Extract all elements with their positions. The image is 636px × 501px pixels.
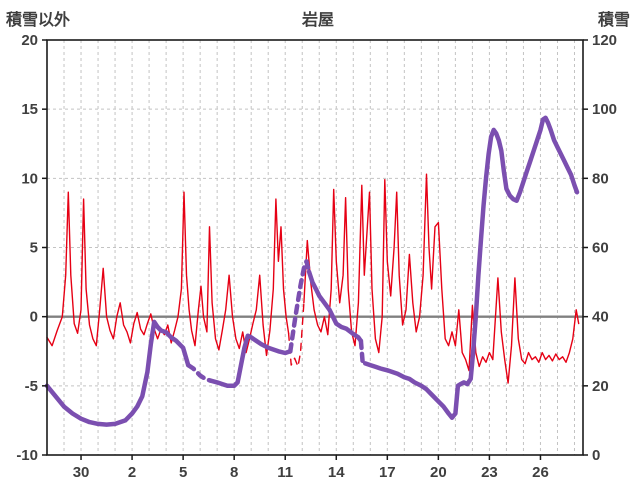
series-line-1 bbox=[208, 333, 293, 389]
right-tick-label: 80 bbox=[592, 170, 609, 187]
series-line-1 bbox=[358, 338, 368, 366]
series-line-1 bbox=[362, 115, 580, 420]
x-tick-label: 11 bbox=[277, 464, 293, 481]
series-line-0 bbox=[303, 173, 580, 384]
left-tick-label: 20 bbox=[21, 32, 38, 49]
x-tick-label: 23 bbox=[481, 464, 498, 481]
right-tick-label: 20 bbox=[592, 378, 609, 395]
chart-title: 岩屋 bbox=[301, 12, 334, 29]
series-line-0 bbox=[287, 302, 305, 368]
series-line-1 bbox=[185, 362, 213, 383]
x-tick-label: 17 bbox=[379, 464, 396, 481]
series-line-0 bbox=[46, 191, 290, 357]
left-tick-label: 15 bbox=[21, 101, 38, 118]
x-tick-label: 14 bbox=[328, 464, 345, 481]
left-tick-label: -5 bbox=[25, 378, 38, 395]
right-tick-label: 40 bbox=[592, 309, 609, 326]
x-tick-label: 30 bbox=[73, 464, 90, 481]
x-tick-label: 2 bbox=[128, 464, 136, 481]
right-tick-label: 0 bbox=[592, 447, 600, 464]
left-axis-title: 積雪以外 bbox=[6, 12, 71, 29]
right-tick-label: 100 bbox=[592, 101, 617, 118]
left-tick-label: 5 bbox=[30, 240, 38, 257]
series-line-1 bbox=[288, 259, 312, 354]
right-tick-label: 60 bbox=[592, 240, 609, 257]
x-tick-label: 26 bbox=[532, 464, 549, 481]
series-line-1 bbox=[306, 269, 364, 344]
x-tick-label: 5 bbox=[179, 464, 187, 481]
right-tick-label: 120 bbox=[592, 32, 617, 49]
right-axis-title: 積雪 bbox=[597, 12, 630, 29]
series-line-1 bbox=[44, 319, 191, 427]
left-tick-label: 10 bbox=[21, 170, 38, 187]
left-tick-label: -10 bbox=[16, 447, 38, 464]
x-tick-label: 20 bbox=[430, 464, 447, 481]
left-tick-label: 0 bbox=[30, 309, 38, 326]
x-tick-label: 8 bbox=[230, 464, 238, 481]
